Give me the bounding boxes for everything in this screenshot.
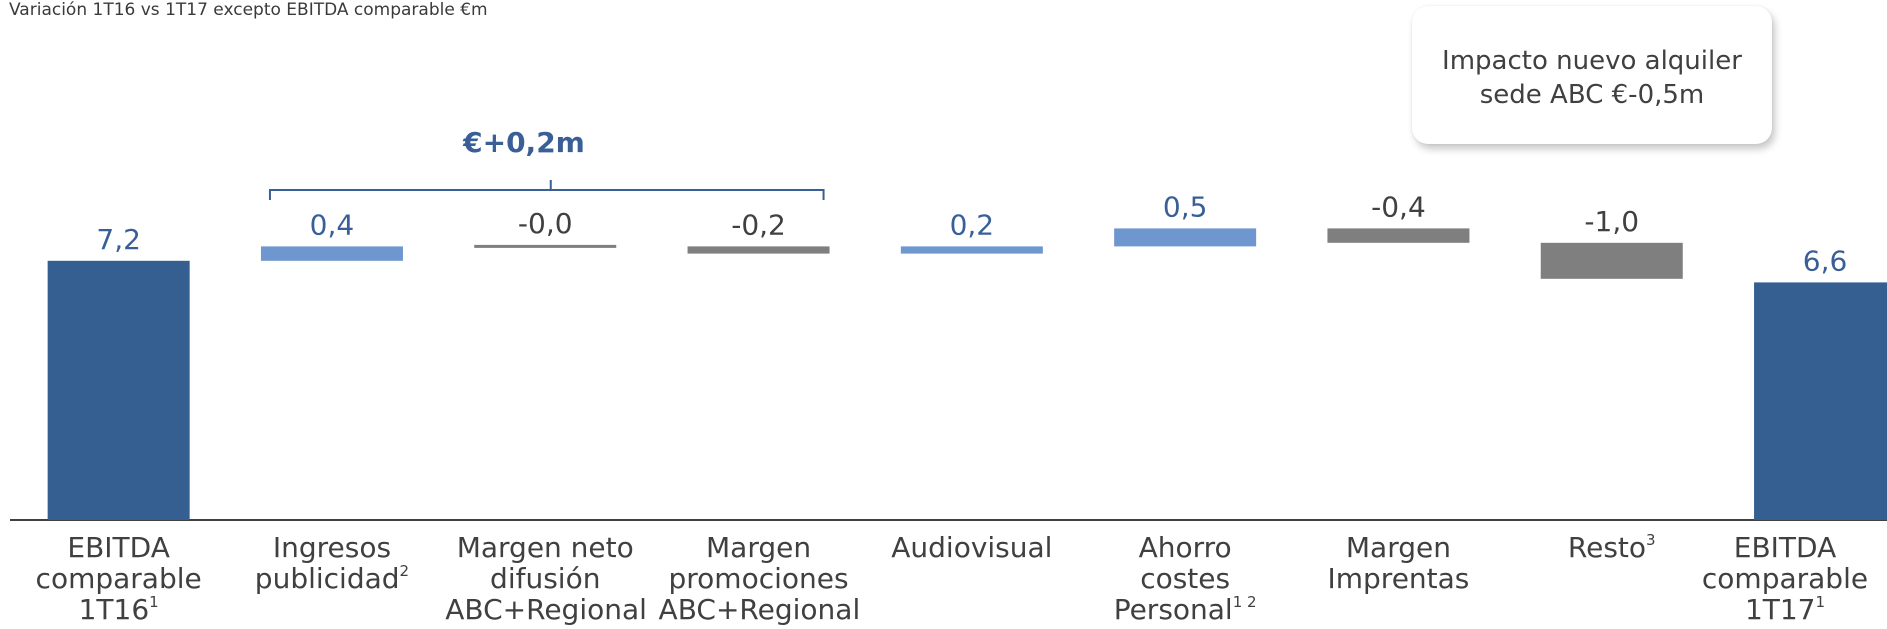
- category-label-6: Margen Imprentas: [1327, 531, 1470, 595]
- category-label-8: EBITDA comparable 1T171: [1701, 531, 1869, 626]
- bar-2: [474, 244, 617, 248]
- value-label-7: -1,0: [1584, 205, 1639, 238]
- value-label-5: 0,5: [1163, 190, 1208, 223]
- bracket-label: €+0,2m: [463, 126, 585, 159]
- bar-3: [687, 246, 830, 254]
- category-label-2: Margen neto difusión ABC+Regional: [445, 531, 647, 626]
- bar-6: [1327, 228, 1470, 243]
- value-label-1: 0,4: [310, 208, 355, 241]
- bar-0: [47, 260, 190, 520]
- category-label-5: Ahorro costes Personal1 2: [1113, 531, 1257, 626]
- value-label-6: -0,4: [1371, 190, 1426, 223]
- bar-7: [1540, 242, 1683, 279]
- category-label-0: EBITDA comparable 1T161: [35, 531, 202, 626]
- value-label-2: -0,0: [518, 207, 573, 240]
- bar-5: [1114, 228, 1257, 247]
- value-label-0: 7,2: [96, 223, 141, 256]
- bar-8: [1754, 282, 1887, 520]
- category-label-7: Resto3: [1567, 531, 1656, 564]
- category-label-3: Margen promociones ABC+Regional: [658, 531, 861, 626]
- value-label-4: 0,2: [950, 208, 995, 241]
- value-label-3: -0,2: [731, 208, 786, 241]
- value-label-8: 6,6: [1803, 244, 1848, 277]
- chart-subtitle: Variación 1T16 vs 1T17 excepto EBITDA co…: [9, 0, 488, 20]
- impact-callout: Impacto nuevo alquiler sede ABC €-0,5m: [1412, 6, 1772, 144]
- category-label-4: Audiovisual: [891, 531, 1053, 564]
- bracket-line: [268, 180, 825, 200]
- callout-text: Impacto nuevo alquiler sede ABC €-0,5m: [1442, 46, 1742, 110]
- bar-1: [260, 246, 403, 261]
- bar-4: [900, 246, 1043, 254]
- category-label-1: Ingresos publicidad2: [254, 531, 410, 595]
